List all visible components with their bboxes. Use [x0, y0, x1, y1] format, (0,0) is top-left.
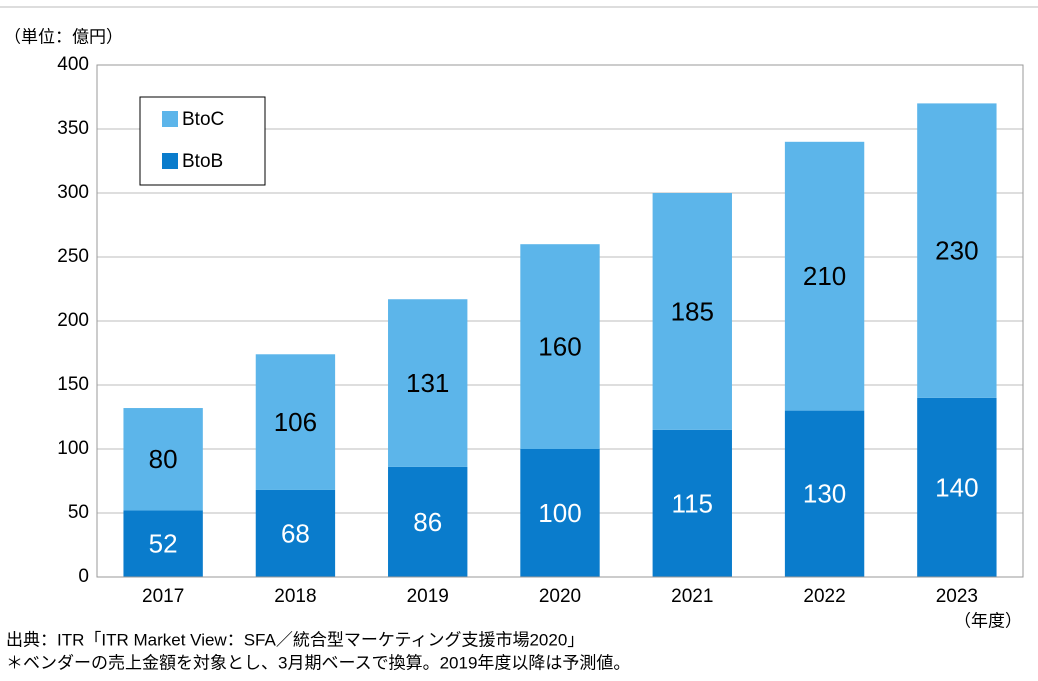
legend-label: BtoC: [182, 109, 224, 130]
bar-segment: [388, 299, 468, 467]
data-label: 210: [803, 261, 846, 291]
data-label: 115: [672, 488, 713, 518]
data-label: 160: [538, 331, 581, 361]
data-label: 106: [274, 407, 317, 437]
y-tick-label: 100: [57, 438, 89, 459]
data-label: 185: [671, 296, 714, 326]
bar-segment: [784, 141, 865, 411]
legend-label: BtoB: [182, 151, 223, 172]
data-label: 140: [935, 472, 978, 502]
bar-segment: [255, 489, 336, 577]
x-axis-label: （年度）: [954, 611, 1022, 630]
y-tick-label: 200: [57, 310, 89, 331]
x-tick-label: 2022: [803, 586, 845, 607]
y-tick-label: 350: [57, 118, 89, 139]
bar-segment: [917, 397, 997, 577]
y-tick-label: 250: [57, 246, 89, 267]
x-tick-label: 2017: [142, 586, 184, 607]
x-tick-label: 2021: [671, 586, 713, 607]
bar-segment: [520, 449, 600, 577]
bar-segment: [784, 410, 865, 577]
bar-segment: [652, 193, 732, 430]
x-tick-label: 2019: [407, 586, 449, 607]
footnote: ＊ベンダーの売上金額を対象とし、3月期ベースで換算。2019年度以降は予測値。: [6, 653, 630, 672]
x-tick-label: 2023: [936, 586, 978, 607]
bar-segment: [388, 466, 468, 577]
x-tick-label: 2020: [539, 586, 581, 607]
data-label: 130: [803, 479, 846, 509]
data-label: 100: [538, 498, 581, 528]
data-label: 86: [413, 507, 442, 537]
data-label: 68: [281, 518, 310, 548]
bar-segment: [652, 429, 732, 577]
unit-label: （単位：億円）: [4, 27, 123, 46]
source-note: 出典：ITR「ITR Market View：SFA／統合型マーケティング支援市…: [6, 630, 584, 649]
data-label: 52: [149, 529, 178, 559]
bar-segment: [917, 103, 997, 398]
bar-segment: [255, 354, 336, 490]
y-tick-label: 150: [57, 374, 89, 395]
legend-swatch: [162, 111, 178, 127]
y-tick-label: 0: [78, 566, 89, 587]
bar-segment: [123, 510, 203, 577]
y-tick-label: 50: [68, 502, 89, 523]
legend-box: [139, 96, 266, 186]
data-label: 80: [149, 444, 178, 474]
y-tick-label: 400: [57, 54, 89, 75]
x-tick-label: 2018: [274, 586, 316, 607]
legend-swatch: [162, 153, 178, 169]
plot-frame: [96, 64, 1024, 578]
data-label: 131: [406, 368, 449, 398]
data-label: 230: [935, 235, 978, 265]
bar-segment: [123, 408, 203, 511]
bar-segment: [520, 244, 600, 449]
y-tick-label: 300: [57, 182, 89, 203]
